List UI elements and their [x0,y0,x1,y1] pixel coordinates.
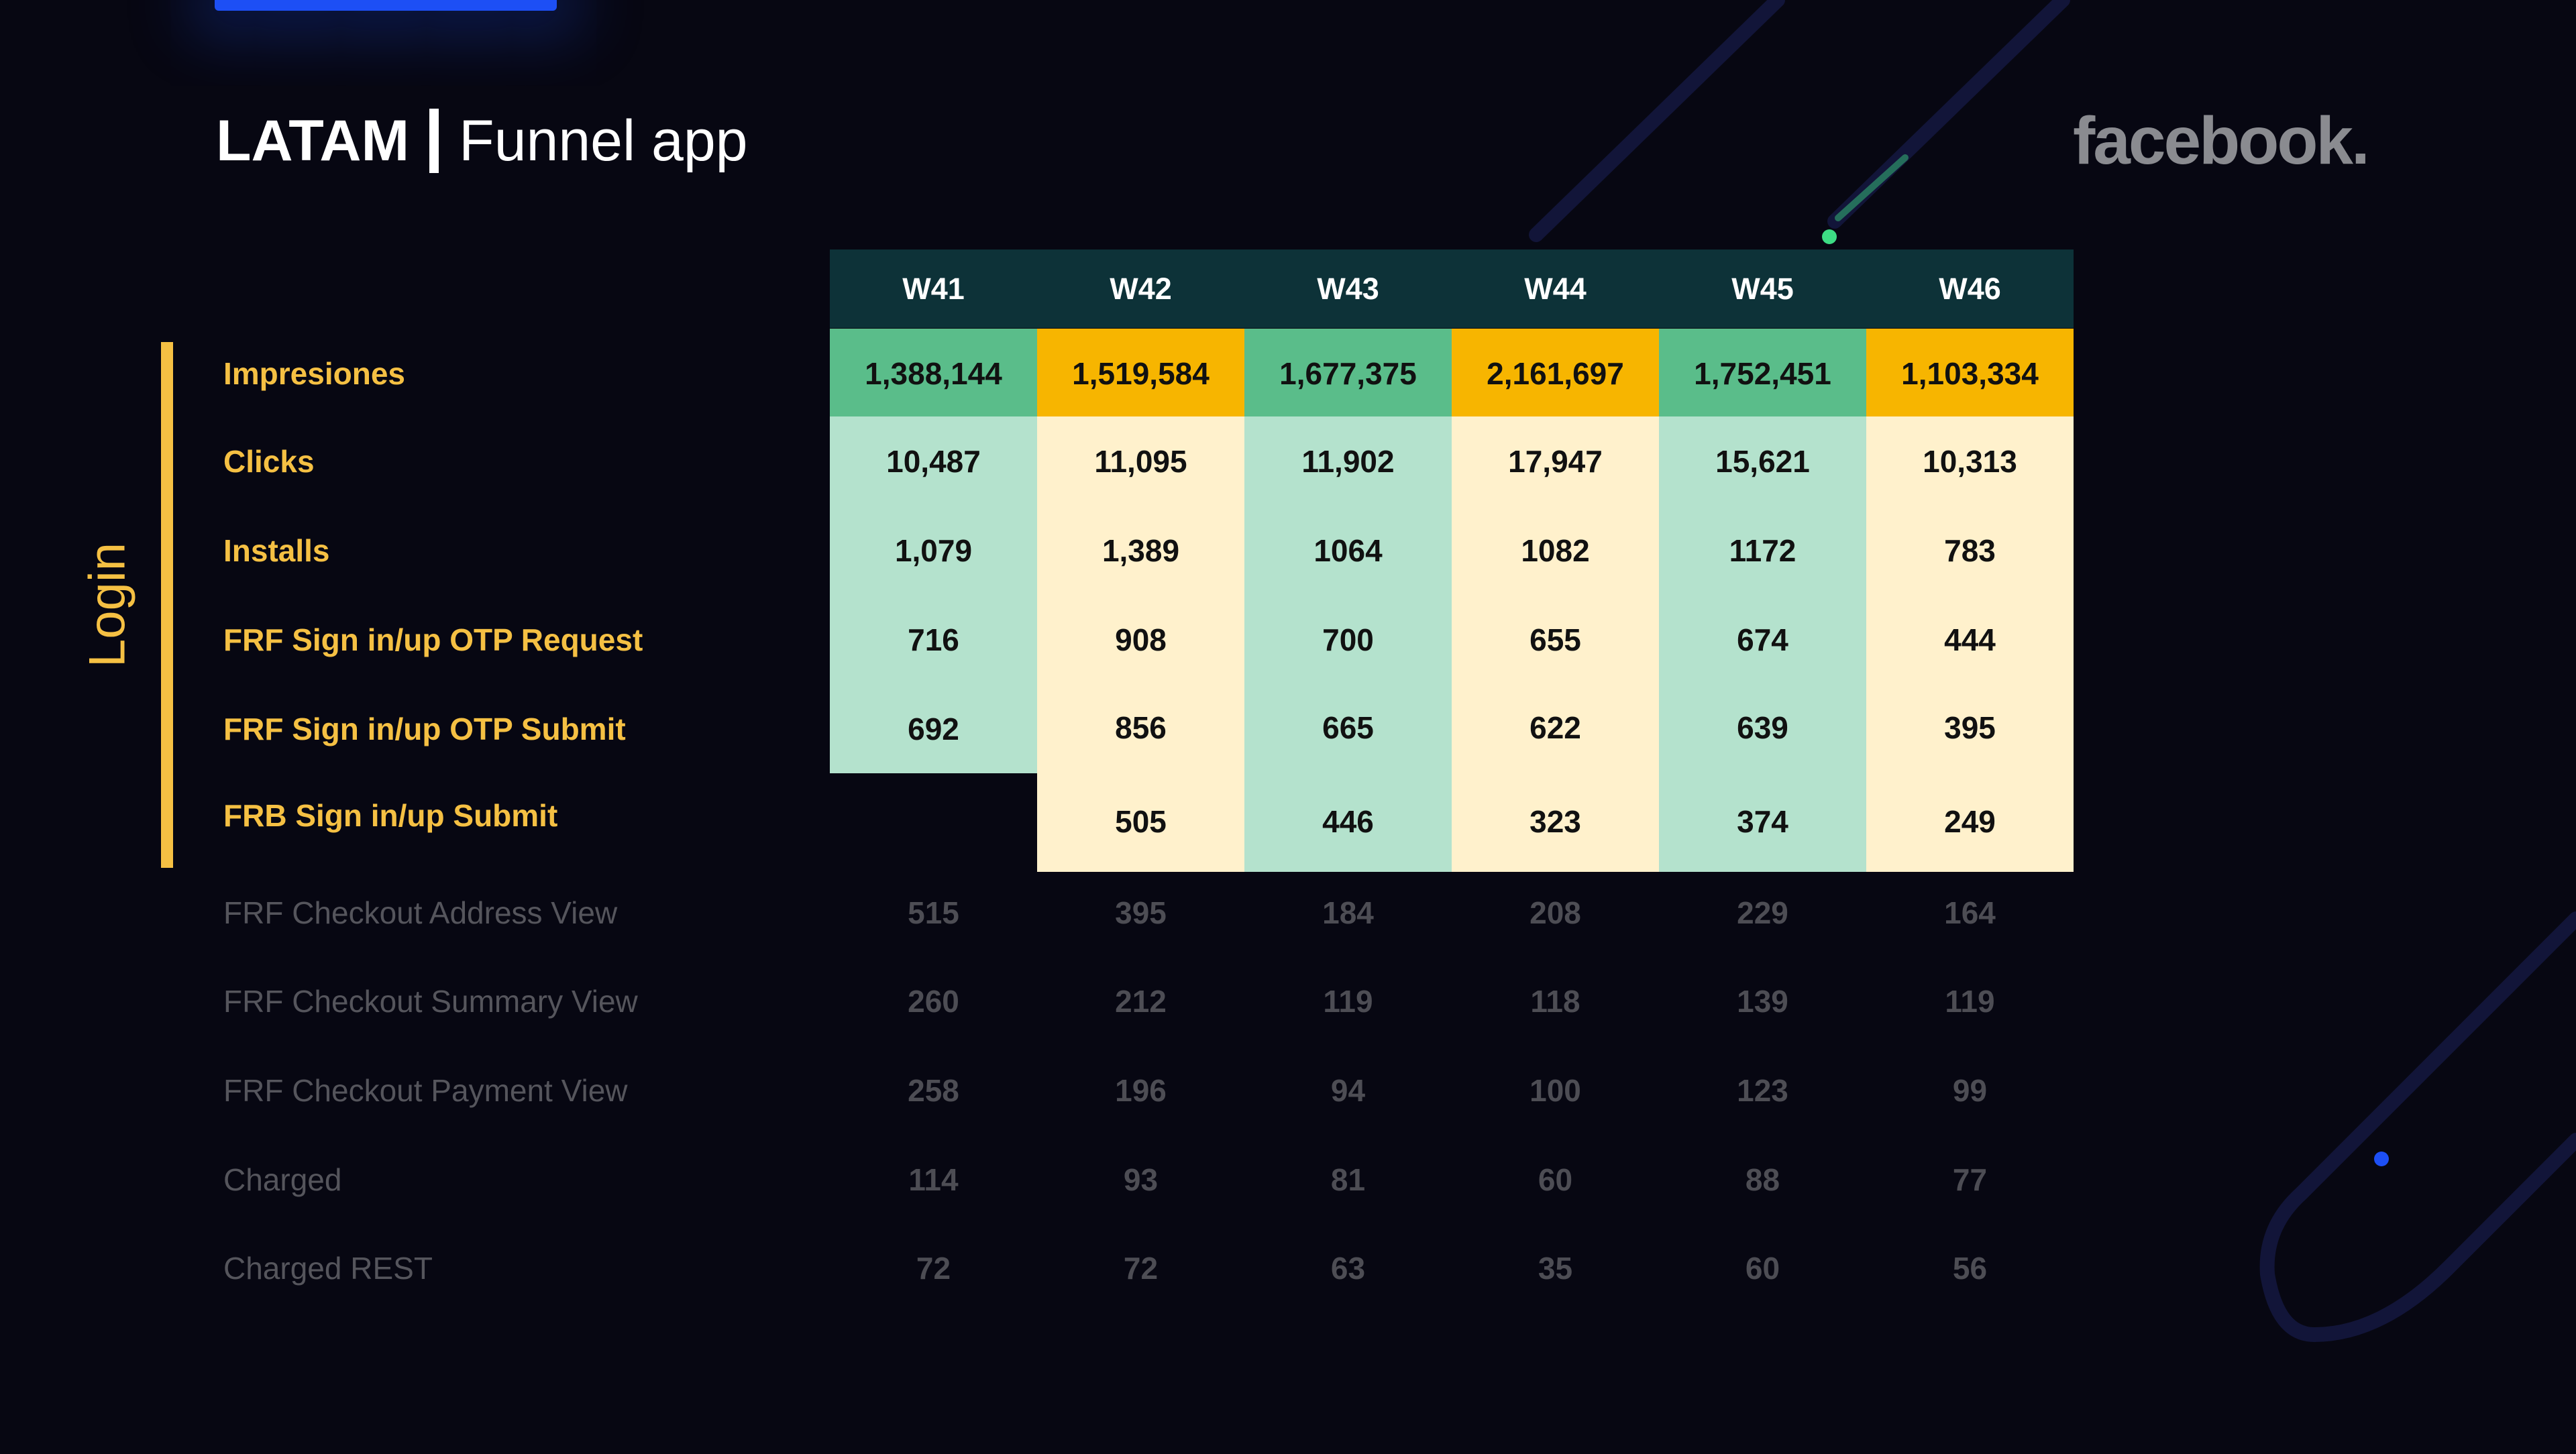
table-cell: 639 [1659,684,1866,771]
table-cell: 716 [830,595,1037,684]
facebook-logo: facebook. [2073,103,2370,178]
section-label-text: Login [78,543,136,667]
title-separator [429,109,439,173]
row-label: FRB Sign in/up Submit [223,797,558,833]
table-cell: 139 [1737,983,1788,1019]
table-cell: 11,902 [1244,416,1452,506]
table-cell: 260 [908,983,959,1019]
table-cell: 11,095 [1037,416,1244,506]
table-cell: 119 [1323,983,1373,1019]
top-accent-bar [215,0,557,11]
table-cell: 184 [1322,895,1374,930]
table-cell: 81 [1330,1162,1366,1197]
table-cell: 674 [1659,595,1866,684]
week-header: W41 [830,249,1037,328]
table-cell: 63 [1330,1250,1366,1286]
table-cell: 856 [1037,684,1244,771]
table-cell: 258 [908,1072,959,1108]
table-cell: 123 [1737,1072,1788,1108]
table-cell: 1082 [1452,506,1659,595]
table-cell: 72 [916,1250,951,1286]
table-cell: 1,519,584 [1037,329,1244,418]
table-cell: 2,161,697 [1452,329,1659,418]
row-label: FRF Checkout Summary View [223,983,638,1019]
table-cell: 1,389 [1037,506,1244,595]
table-cell: 77 [1952,1162,1988,1197]
table-cell: 196 [1115,1072,1167,1108]
table-cell: 446 [1244,771,1452,872]
table-cell: 1,103,334 [1866,329,2074,418]
table-cell: 622 [1452,684,1659,771]
table-cell: 505 [1037,771,1244,872]
table-cell: 655 [1452,595,1659,684]
table-cell: 60 [1745,1250,1780,1286]
week-header: W46 [1866,249,2074,328]
week-header: W43 [1244,249,1452,328]
table-cell: 17,947 [1452,416,1659,506]
week-header: W45 [1659,249,1866,328]
row-label: FRF Sign in/up OTP Request [223,622,643,657]
table-cell [830,771,1037,872]
table-cell: 212 [1115,983,1167,1019]
table-cell: 208 [1529,895,1581,930]
table-cell: 395 [1866,684,2074,771]
table-cell: 15,621 [1659,416,1866,506]
week-header: W42 [1037,249,1244,328]
table-cell: 164 [1944,895,1996,930]
table-cell: 56 [1952,1250,1988,1286]
title-region: LATAM [216,109,410,173]
title-app: Funnel app [459,109,748,173]
table-cell: 1064 [1244,506,1452,595]
table-cell: 118 [1530,983,1580,1019]
table-cell: 100 [1529,1072,1581,1108]
row-label: FRF Checkout Payment View [223,1072,628,1108]
row-label: FRF Checkout Address View [223,895,618,930]
table-cell: 665 [1244,684,1452,771]
row-label: Charged [223,1162,342,1197]
row-label: Charged REST [223,1250,433,1286]
table-cell: 93 [1123,1162,1159,1197]
page-title: LATAM Funnel app [216,101,748,181]
table-cell: 908 [1037,595,1244,684]
table-cell: 229 [1737,895,1788,930]
table-cell: 323 [1452,771,1659,872]
table-cell: 515 [908,895,959,930]
table-cell: 700 [1244,595,1452,684]
row-label: Installs [223,533,330,568]
row-label: FRF Sign in/up OTP Submit [223,711,626,746]
table-cell: 60 [1538,1162,1573,1197]
table-cell: 1,752,451 [1659,329,1866,418]
table-cell: 114 [908,1162,959,1197]
week-header: W44 [1452,249,1659,328]
table-cell: 444 [1866,595,2074,684]
table-cell: 119 [1945,983,1995,1019]
table-cell: 249 [1866,771,2074,872]
table-cell: 1,388,144 [830,329,1037,418]
table-cell: 10,313 [1866,416,2074,506]
table-cell: 395 [1115,895,1167,930]
row-label: Impresiones [223,355,405,391]
table-cell: 10,487 [830,416,1037,506]
table-cell: 99 [1952,1072,1988,1108]
table-cell: 374 [1659,771,1866,872]
table-cell: 1,677,375 [1244,329,1452,418]
table-cell: 35 [1538,1250,1573,1286]
table-cell: 72 [1123,1250,1159,1286]
table-cell: 94 [1330,1072,1366,1108]
table-cell: 88 [1745,1162,1780,1197]
section-bracket [161,342,173,868]
table-cell: 783 [1866,506,2074,595]
table-cell: 1172 [1659,506,1866,595]
table-cell: 692 [830,684,1037,773]
table-cell: 1,079 [830,506,1037,595]
row-label: Clicks [223,443,315,479]
